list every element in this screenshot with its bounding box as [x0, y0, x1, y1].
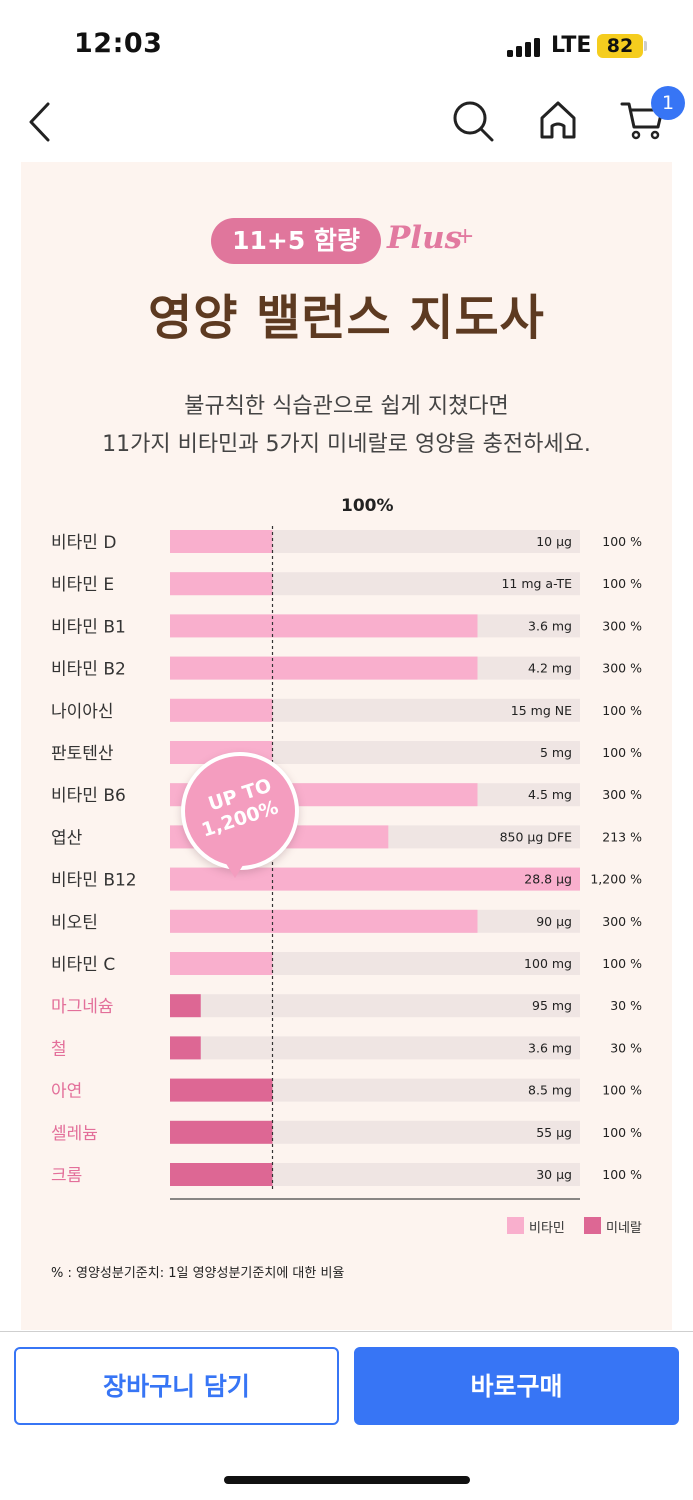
amount-label: 95 mg [532, 998, 572, 1013]
bar [170, 1120, 273, 1144]
amount-label: 15 mg NE [511, 703, 572, 718]
percent-label: 1,200 % [590, 872, 642, 887]
nutrient-label: 비타민 B6 [51, 786, 126, 806]
banner-subtitle-line2: 11가지 비타민과 5가지 미네랄로 영양을 충전하세요. [102, 432, 591, 457]
search-icon[interactable] [450, 98, 496, 144]
percent-label: 100 % [602, 1167, 642, 1182]
percent-label: 100 % [602, 703, 642, 718]
nutrient-label: 비타민 B12 [51, 871, 137, 891]
legend-vitamin-swatch [507, 1217, 524, 1234]
percent-label: 300 % [602, 787, 642, 802]
percent-label: 300 % [602, 914, 642, 929]
bar [170, 867, 580, 891]
amount-label: 11 mg a-TE [501, 576, 572, 591]
bar [170, 656, 478, 680]
bar [170, 1078, 273, 1102]
percent-label: 300 % [602, 661, 642, 676]
bar [170, 952, 273, 975]
bar [170, 530, 273, 553]
amount-label: 3.6 mg [528, 618, 572, 633]
buy-now-button[interactable]: 바로구매 [354, 1347, 679, 1425]
percent-label: 30 % [610, 1040, 642, 1055]
nutrient-label: 엽산 [51, 828, 83, 848]
bar [170, 572, 273, 596]
nutrient-label: 크롬 [51, 1166, 82, 1186]
amount-label: 28.8 µg [524, 872, 572, 887]
bar [170, 1036, 201, 1060]
battery-tip [644, 41, 647, 51]
legend-mineral-swatch [584, 1217, 601, 1234]
nutrient-bar-chart: 비타민 D 10 µg 100 % 비타민 E 11 mg a-TE 100 % 비타민 B… [51, 526, 642, 1200]
legend-mineral-label: 미네랄 [606, 1221, 642, 1236]
nutrient-label: 비타민 C [51, 955, 115, 975]
amount-label: 90 µg [536, 914, 572, 929]
back-icon[interactable] [26, 100, 56, 144]
add-to-cart-button[interactable]: 장바구니 담기 [14, 1347, 339, 1425]
nutrient-label: 비타민 E [51, 575, 114, 595]
nav-bar [0, 90, 693, 160]
percent-label: 100 % [602, 1083, 642, 1098]
bubble-tail [225, 862, 245, 878]
percent-label: 100 % [602, 1125, 642, 1140]
plus-script-text: Plus [387, 220, 463, 256]
amount-label: 55 µg [536, 1125, 572, 1140]
bar [170, 909, 478, 933]
nutrient-label: 마그네슘 [51, 997, 114, 1017]
plus-mark: + [456, 224, 475, 249]
percent-label: 100 % [602, 956, 642, 971]
nutrient-label: 철 [51, 1039, 67, 1059]
bar-track [170, 1036, 580, 1060]
nutrient-label: 비타민 B1 [51, 617, 126, 637]
percent-label: 300 % [602, 618, 642, 633]
amount-label: 8.5 mg [528, 1083, 572, 1098]
nutrient-label: 아연 [51, 1082, 82, 1102]
bar [170, 994, 201, 1018]
amount-label: 30 µg [536, 1167, 572, 1182]
bar [170, 698, 273, 722]
percent-label: 100 % [602, 745, 642, 760]
product-detail-banner: 11+5 함량 Plus + 영양 밸런스 지도사 불규칙한 식습관으로 쉽게 … [21, 162, 672, 1330]
status-bar: 12:03 LTE 82 [0, 0, 693, 90]
amount-label: 4.5 mg [528, 787, 572, 802]
footnote: % : 영양성분기준치: 1일 영양성분기준치에 대한 비율 [51, 1266, 345, 1281]
network-type: LTE [551, 33, 592, 58]
cart-count-badge: 1 [651, 86, 685, 120]
nutrient-label: 셀레늄 [51, 1124, 98, 1144]
signal-icon [507, 37, 543, 57]
nutrient-label: 비타민 D [51, 533, 116, 553]
bar [170, 1163, 273, 1186]
amount-label: 3.6 mg [528, 1040, 572, 1055]
reference-100-label: 100% [341, 496, 394, 516]
nutrient-label: 비타민 B2 [51, 660, 126, 680]
banner-title: 영양 밸런스 지도사 [148, 290, 545, 346]
banner-subtitle-line1: 불규칙한 식습관으로 쉽게 지쳤다면 [184, 394, 509, 419]
status-time: 12:03 [74, 28, 163, 59]
amount-label: 4.2 mg [528, 661, 572, 676]
amount-label: 100 mg [524, 956, 572, 971]
home-indicator [224, 1476, 470, 1484]
amount-label: 850 µg DFE [500, 829, 573, 844]
percent-label: 100 % [602, 534, 642, 549]
percent-label: 30 % [610, 998, 642, 1013]
battery-icon: 82 [597, 34, 643, 58]
nutrient-label: 판토텐산 [51, 744, 114, 764]
bar-track [170, 994, 580, 1018]
legend-vitamin-label: 비타민 [529, 1221, 565, 1236]
amount-label: 10 µg [536, 534, 572, 549]
nutrient-label: 나이아신 [51, 702, 114, 722]
amount-label: 5 mg [540, 745, 572, 760]
bottom-divider [0, 1331, 693, 1332]
percent-label: 213 % [602, 829, 642, 844]
home-icon[interactable] [537, 98, 579, 142]
nutrient-label: 비오틴 [51, 913, 98, 933]
up-to-bubble: UP TO 1,200% [181, 752, 299, 870]
percent-label: 100 % [602, 576, 642, 591]
content-tag: 11+5 함량 [211, 218, 381, 264]
bar [170, 614, 478, 638]
